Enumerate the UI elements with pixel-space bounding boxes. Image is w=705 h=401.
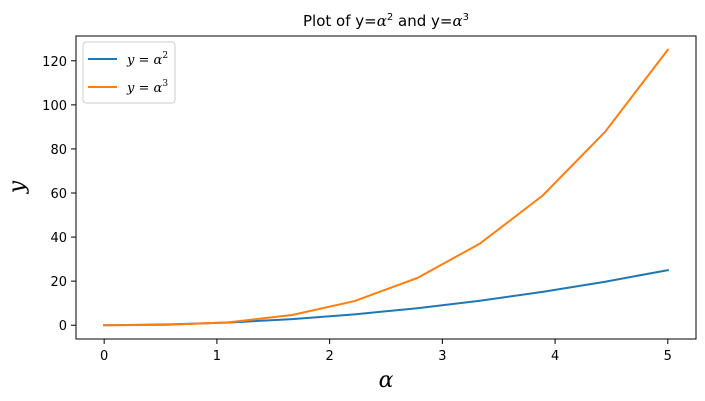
x-tick-label: 1 <box>213 349 221 364</box>
legend-label-series-2: y = α3 <box>126 79 168 96</box>
plot-frame <box>75 35 697 340</box>
legend: y = α2 y = α3 <box>82 41 176 104</box>
series-line-1 <box>103 268 669 327</box>
chart-title: Plot of y=α2 and y=α3 <box>303 12 469 30</box>
x-tick-label: 4 <box>551 349 559 364</box>
legend-label-series-1-eq: = <box>134 53 153 68</box>
x-axis-label: α <box>379 368 394 393</box>
legend-label-series-1-lhs: y <box>126 53 135 68</box>
chart-title-exp1: 2 <box>387 12 393 23</box>
y-tick-label: 80 <box>50 143 67 158</box>
chart-title-exp2: 3 <box>463 12 469 23</box>
x-tick-label: 5 <box>664 349 672 364</box>
legend-label-series-1: y = α2 <box>126 51 168 68</box>
y-axis-ticks: 0 20 40 60 80 100 120 <box>42 55 76 334</box>
series-line-2 <box>103 48 670 327</box>
chart-title-prefix: Plot of y= <box>303 12 377 30</box>
chart-title-var2: α <box>452 12 462 30</box>
plot-lines <box>103 48 670 327</box>
y-tick-label: 20 <box>50 275 67 290</box>
chart-title-var1: α <box>377 12 387 30</box>
y-tick-label: 40 <box>50 231 67 246</box>
x-tick-label: 2 <box>325 349 333 364</box>
legend-label-series-2-lhs: y <box>126 81 135 96</box>
y-tick-label: 60 <box>50 187 67 202</box>
chart-title-middle: and y= <box>393 12 452 30</box>
legend-label-series-2-eq: = <box>134 81 153 96</box>
legend-label-series-1-exp: 2 <box>162 51 168 61</box>
x-tick-label: 0 <box>100 349 108 364</box>
y-tick-label: 100 <box>42 99 67 114</box>
x-axis-ticks: 0 1 2 3 4 5 <box>100 339 672 364</box>
legend-label-series-2-exp: 3 <box>162 79 168 89</box>
legend-label-series-1-var: α <box>154 53 163 68</box>
y-axis-label: y <box>5 180 30 194</box>
y-tick-label: 0 <box>59 319 67 334</box>
legend-label-series-2-var: α <box>154 81 163 96</box>
y-tick-label: 120 <box>42 55 67 70</box>
x-tick-label: 3 <box>438 349 446 364</box>
